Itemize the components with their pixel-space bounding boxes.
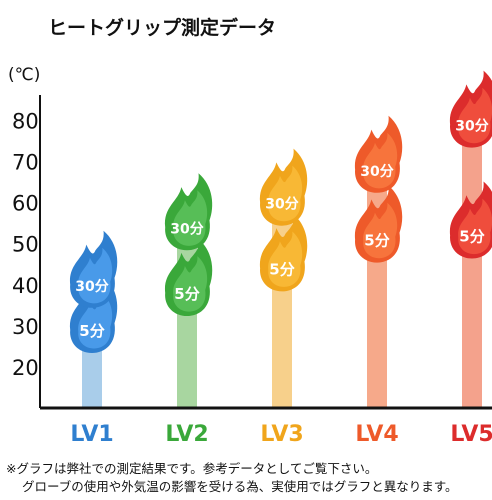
flame-highlight-icon [268,165,303,222]
flame-highlight-icon [78,293,113,349]
y-tick-label: 60 [12,192,39,216]
footnote-1: ※グラフは弊社での測定結果です。参考データとしてご覧下さい。 [6,461,378,476]
x-label-lv2: LV2 [165,422,208,447]
flame-highlight-icon [78,247,113,304]
flame-highlight-icon [173,190,208,246]
flame-highlight-icon [268,231,303,287]
x-label-lv5: LV5 [450,422,492,447]
marker-label: 5分 [459,228,484,246]
bar-lv5 [462,124,482,408]
marker-label: 30分 [170,221,203,237]
marker-label: 30分 [265,197,298,213]
footnote-2: グローブの使用や外気温の影響を受ける為、実使用ではグラフと異なります。 [22,479,458,494]
heat-grip-chart: ヒートグリップ測定データ (℃) 20 30 40 50 60 70 80 5分 30分 5分 3… [8,16,492,447]
x-axis-labels: LV1 LV2 LV3 LV4 LV5 [70,422,492,447]
chart-title: ヒートグリップ測定データ [48,16,276,39]
flame-highlight-icon [458,87,492,144]
marker-30min-lv2: 30分 [164,173,213,251]
marker-30min-lv4: 30分 [354,115,403,193]
marker-label: 30分 [75,279,108,295]
y-tick-label: 40 [12,274,39,298]
y-axis-ticks: 20 30 40 50 60 70 80 [12,110,39,380]
marker-label: 30分 [360,164,393,180]
marker-5min-lv3: 5分 [259,214,308,292]
x-label-lv3: LV3 [260,422,303,447]
y-tick-label: 30 [12,315,39,339]
flame-highlight-icon [363,202,398,259]
marker-30min-lv5: 30分 [450,70,492,148]
marker-5min-lv5: 5分 [450,181,492,259]
y-tick-label: 50 [12,233,39,257]
flame-highlight-icon [363,132,398,189]
flame-highlight-icon [458,198,492,255]
marker-label: 5分 [364,232,389,250]
marker-label: 5分 [79,322,104,340]
y-tick-label: 70 [12,151,39,175]
marker-5min-lv4: 5分 [354,185,403,263]
x-label-lv4: LV4 [355,422,398,447]
x-label-lv1: LV1 [70,422,113,447]
y-tick-label: 20 [12,356,39,380]
y-tick-label: 80 [12,110,39,134]
y-axis-unit-label: (℃) [8,65,40,85]
marker-30min-lv1: 30分 [69,230,118,308]
marker-label: 5分 [174,285,199,303]
marker-label: 5分 [269,260,294,278]
marker-label: 30分 [455,119,488,135]
flame-highlight-icon [173,256,208,312]
marker-5min-lv2: 5分 [164,239,213,316]
bars-group: 5分 30分 5分 30分 5分 30分 5分 30分 5分 30分 [69,70,492,408]
marker-30min-lv3: 30分 [259,148,308,226]
